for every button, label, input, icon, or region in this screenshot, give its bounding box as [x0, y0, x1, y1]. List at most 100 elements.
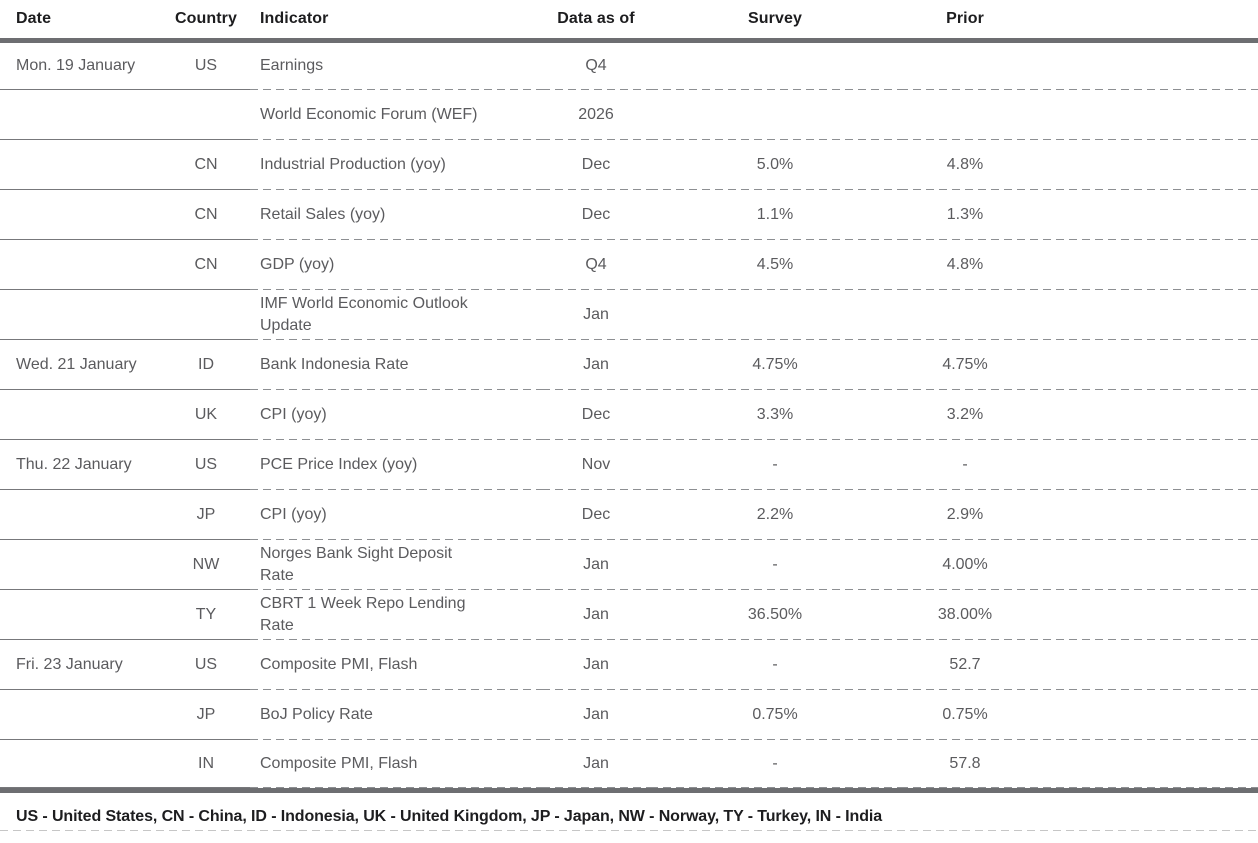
cell-survey: - [650, 640, 900, 690]
cell-indicator: Norges Bank Sight Deposit Rate [250, 540, 542, 590]
cell-survey [650, 290, 900, 340]
cell-filler [1030, 140, 1258, 190]
cell-country: TY [162, 590, 250, 640]
cell-data-as-of: Dec [542, 190, 650, 240]
table-row: Wed. 21 January ID Bank Indonesia Rate J… [0, 340, 1258, 390]
table-row: IMF World Economic Outlook Update Jan [0, 290, 1258, 340]
cell-filler [1030, 690, 1258, 740]
cell-survey: 1.1% [650, 190, 900, 240]
cell-country: US [162, 640, 250, 690]
cell-survey [650, 90, 900, 140]
cell-indicator: GDP (yoy) [250, 240, 542, 290]
cell-filler [1030, 40, 1258, 90]
cell-country: CN [162, 240, 250, 290]
cell-indicator: BoJ Policy Rate [250, 690, 542, 740]
cell-country: IN [162, 740, 250, 790]
cell-data-as-of: Jan [542, 590, 650, 640]
table-row: NW Norges Bank Sight Deposit Rate Jan - … [0, 540, 1258, 590]
table-row: Mon. 19 January US Earnings Q4 [0, 40, 1258, 90]
cell-indicator: Composite PMI, Flash [250, 640, 542, 690]
cell-prior [900, 40, 1030, 90]
cell-prior: 4.75% [900, 340, 1030, 390]
cell-country: CN [162, 140, 250, 190]
cell-filler [1030, 640, 1258, 690]
cell-survey: 3.3% [650, 390, 900, 440]
cell-data-as-of: Jan [542, 340, 650, 390]
table-row: CN Retail Sales (yoy) Dec 1.1% 1.3% [0, 190, 1258, 240]
cell-indicator: Industrial Production (yoy) [250, 140, 542, 190]
cell-country: ID [162, 340, 250, 390]
table-body: Mon. 19 January US Earnings Q4 World Eco… [0, 40, 1258, 790]
cell-indicator: CPI (yoy) [250, 490, 542, 540]
cell-indicator: Retail Sales (yoy) [250, 190, 542, 240]
cell-filler [1030, 190, 1258, 240]
column-header-indicator: Indicator [250, 0, 542, 43]
cell-prior: 4.8% [900, 240, 1030, 290]
cell-survey: 36.50% [650, 590, 900, 640]
column-header-prior: Prior [900, 0, 1030, 43]
cell-data-as-of: Q4 [542, 40, 650, 90]
cell-date: Thu. 22 January [0, 440, 162, 490]
table-header-row: Date Country Indicator Data as of Survey… [0, 0, 1258, 43]
table-row: JP BoJ Policy Rate Jan 0.75% 0.75% [0, 690, 1258, 740]
column-header-date: Date [0, 0, 162, 43]
cell-date [0, 490, 162, 540]
cell-indicator: Earnings [250, 40, 542, 90]
cell-survey: - [650, 440, 900, 490]
cell-prior: 52.7 [900, 640, 1030, 690]
bottom-dashed-rule [0, 829, 1258, 831]
cell-country: US [162, 440, 250, 490]
cell-prior [900, 290, 1030, 340]
cell-indicator: Composite PMI, Flash [250, 740, 542, 790]
cell-indicator: CBRT 1 Week Repo Lending Rate [250, 590, 542, 640]
cell-date: Mon. 19 January [0, 40, 162, 90]
cell-survey: - [650, 540, 900, 590]
cell-prior: 2.9% [900, 490, 1030, 540]
cell-date [0, 690, 162, 740]
column-header-filler [1030, 0, 1258, 43]
cell-filler [1030, 390, 1258, 440]
cell-indicator: CPI (yoy) [250, 390, 542, 440]
table-row: IN Composite PMI, Flash Jan - 57.8 [0, 740, 1258, 790]
cell-country: US [162, 40, 250, 90]
cell-survey: 4.75% [650, 340, 900, 390]
cell-country: JP [162, 690, 250, 740]
cell-data-as-of: Dec [542, 390, 650, 440]
cell-country: JP [162, 490, 250, 540]
table-row: UK CPI (yoy) Dec 3.3% 3.2% [0, 390, 1258, 440]
country-legend: US - United States, CN - China, ID - Ind… [16, 807, 883, 825]
table-row: World Economic Forum (WEF) 2026 [0, 90, 1258, 140]
cell-date [0, 190, 162, 240]
cell-survey: 5.0% [650, 140, 900, 190]
cell-indicator: PCE Price Index (yoy) [250, 440, 542, 490]
cell-date [0, 590, 162, 640]
table-row: CN Industrial Production (yoy) Dec 5.0% … [0, 140, 1258, 190]
column-header-country: Country [162, 0, 250, 43]
cell-filler [1030, 290, 1258, 340]
cell-date [0, 90, 162, 140]
cell-prior: - [900, 440, 1030, 490]
cell-country [162, 290, 250, 340]
cell-prior: 3.2% [900, 390, 1030, 440]
cell-date: Wed. 21 January [0, 340, 162, 390]
cell-data-as-of: 2026 [542, 90, 650, 140]
cell-date [0, 290, 162, 340]
cell-indicator: World Economic Forum (WEF) [250, 90, 542, 140]
cell-prior: 4.8% [900, 140, 1030, 190]
column-header-data-as-of: Data as of [542, 0, 650, 43]
cell-country: UK [162, 390, 250, 440]
cell-data-as-of: Nov [542, 440, 650, 490]
cell-prior: 4.00% [900, 540, 1030, 590]
cell-date [0, 740, 162, 790]
table-row: CN GDP (yoy) Q4 4.5% 4.8% [0, 240, 1258, 290]
cell-filler [1030, 740, 1258, 790]
cell-data-as-of: Jan [542, 540, 650, 590]
table-row: Thu. 22 January US PCE Price Index (yoy)… [0, 440, 1258, 490]
cell-date: Fri. 23 January [0, 640, 162, 690]
cell-date [0, 390, 162, 440]
cell-prior: 38.00% [900, 590, 1030, 640]
cell-data-as-of: Jan [542, 290, 650, 340]
cell-date [0, 140, 162, 190]
cell-data-as-of: Jan [542, 690, 650, 740]
